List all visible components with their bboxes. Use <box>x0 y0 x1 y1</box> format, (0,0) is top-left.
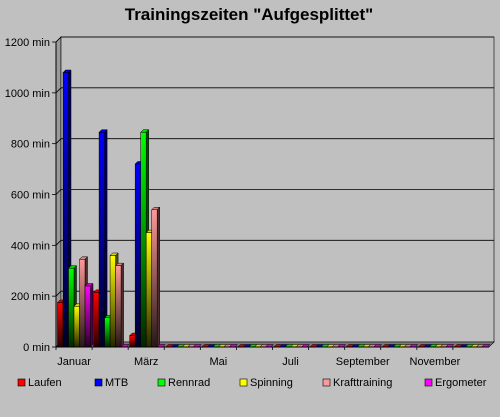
bar <box>151 209 158 348</box>
bar-side <box>90 282 94 348</box>
chart-title: Trainingszeiten "Aufgesplittet" <box>125 5 373 24</box>
x-tick-label: September <box>336 356 390 368</box>
legend-label: MTB <box>105 377 128 389</box>
x-tick-label: März <box>134 356 158 368</box>
y-tick-label: 200 min <box>11 291 50 303</box>
legend-label: Laufen <box>28 377 62 389</box>
y-tick-label: 800 min <box>11 139 50 151</box>
y-tick-label: 0 min <box>23 342 50 354</box>
legend-swatch <box>157 378 166 387</box>
legend: Laufen MTB Rennrad Spinning Krafttraining Erg… <box>17 377 487 389</box>
bar <box>115 265 122 348</box>
legend-label: Spinning <box>250 377 293 389</box>
x-tick-label: Mai <box>210 356 228 368</box>
bar <box>98 131 105 348</box>
gridline <box>55 290 494 297</box>
y-tick-label: 400 min <box>11 240 50 252</box>
x-tick-label: Juli <box>282 356 299 368</box>
bar <box>134 163 141 348</box>
y-tick-label: 1000 min <box>5 88 50 100</box>
bar-side <box>156 206 160 348</box>
gridline <box>55 36 494 43</box>
bar-side <box>104 129 108 348</box>
x-tick-label: Januar <box>57 356 91 368</box>
gridline <box>55 87 494 94</box>
bar <box>73 306 80 348</box>
bar <box>79 259 86 348</box>
bar <box>93 292 100 348</box>
gridline <box>55 189 494 195</box>
x-tick-label: November <box>410 356 461 368</box>
bar <box>140 131 147 348</box>
y-tick-label: 600 min <box>11 190 50 202</box>
legend-label: Krafttraining <box>333 377 392 389</box>
legend-label: Ergometer <box>435 377 487 389</box>
y-tick-label: 1200 min <box>5 37 50 49</box>
bar <box>57 302 64 348</box>
legend-swatch <box>322 378 331 387</box>
legend-swatch <box>17 378 26 387</box>
bar <box>84 285 91 348</box>
bar <box>68 267 75 348</box>
bar-side <box>120 262 124 348</box>
legend-swatch <box>239 378 248 387</box>
gridline <box>55 239 494 246</box>
legend-swatch <box>94 378 103 387</box>
plot-area: 0 min 200 min 400 min 600 min 800 min 1000 mi… <box>5 36 495 368</box>
bar <box>62 72 69 348</box>
gridline <box>55 138 494 144</box>
legend-swatch <box>424 378 433 387</box>
legend-label: Rennrad <box>168 377 210 389</box>
bar <box>129 335 136 348</box>
bar <box>145 232 152 348</box>
bar <box>109 255 116 348</box>
bar <box>104 317 111 348</box>
